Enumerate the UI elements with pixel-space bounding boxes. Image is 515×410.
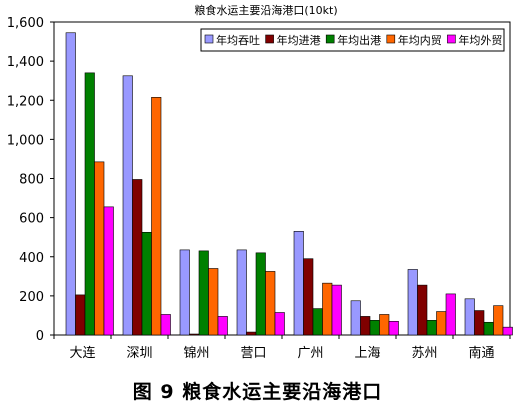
bar (388, 321, 399, 336)
x-category-label: 上海 (354, 346, 380, 361)
bar (426, 320, 437, 336)
x-axis: 大连 深圳 锦州 营口 广州 上海 苏州 南通 (53, 335, 511, 361)
plot-frame (53, 21, 511, 336)
legend: 年均吞吐 年均进港 年均出港 年均内贸 年均外贸 (200, 28, 505, 52)
bar (274, 312, 285, 336)
bar (502, 326, 513, 336)
plot-area (53, 21, 511, 336)
y-tick-label: 400 (19, 251, 44, 266)
bar (379, 314, 390, 336)
legend-swatch (325, 34, 335, 44)
bar (132, 179, 143, 336)
bar (464, 298, 475, 336)
x-category-label: 深圳 (126, 346, 152, 361)
x-category-label: 南通 (468, 345, 494, 361)
bar (103, 206, 114, 336)
legend-swatch (447, 34, 456, 44)
bars (65, 32, 513, 336)
y-axis: 0 200 400 600 800 1,000 1,200 1,400 1,600 (7, 16, 54, 344)
bar (189, 333, 200, 336)
bar (303, 258, 314, 336)
bar (436, 311, 447, 336)
bar (445, 293, 456, 336)
bar (94, 161, 105, 336)
y-tick-label: 0 (36, 329, 44, 344)
y-tick-label: 800 (19, 173, 44, 188)
legend-swatch (265, 34, 274, 44)
bar (322, 282, 333, 336)
bar (331, 284, 342, 336)
chart-title: 粮食水运主要沿海港口(10kt) (194, 3, 337, 17)
bar (483, 321, 494, 336)
bar (75, 294, 86, 336)
bar (84, 72, 95, 336)
bar (141, 231, 152, 336)
x-category-label: 大连 (69, 345, 95, 361)
bar (160, 314, 171, 336)
figure-caption: 图 9 粮食水运主要沿海港口 (132, 381, 383, 403)
bar (236, 249, 247, 336)
bar (369, 320, 380, 336)
bar (151, 97, 162, 336)
legend-label: 年均出港 (337, 33, 381, 47)
bar (122, 75, 133, 336)
bar (246, 331, 257, 336)
bar (198, 250, 209, 336)
x-category-label: 苏州 (411, 345, 437, 361)
bar (208, 268, 219, 336)
legend-label: 年均外贸 (458, 33, 502, 47)
bar (217, 316, 228, 336)
y-tick-label: 1,200 (7, 94, 44, 109)
bar (255, 252, 266, 336)
x-category-label: 广州 (297, 346, 323, 361)
y-tick-label: 1,400 (7, 55, 44, 70)
legend-swatch (386, 34, 396, 44)
bar (474, 310, 485, 336)
bar (293, 231, 304, 336)
legend-box (200, 28, 505, 52)
y-tick-label: 1,600 (7, 16, 44, 31)
bar (493, 305, 504, 336)
bar (65, 32, 76, 336)
x-category-label: 营口 (240, 346, 266, 361)
legend-label: 年均吞吐 (216, 33, 260, 47)
legend-label: 年均进港 (277, 33, 321, 47)
y-tick-label: 600 (19, 212, 44, 227)
bar (265, 271, 276, 336)
bar (350, 300, 361, 336)
chart: 粮食水运主要沿海港口(10kt) 0 200 400 600 800 1,000 1,200… (7, 3, 513, 361)
bar (360, 316, 371, 336)
legend-label: 年均内贸 (398, 33, 442, 47)
y-tick-label: 200 (19, 290, 44, 305)
y-tick-label: 1,000 (7, 133, 44, 148)
bar (179, 249, 190, 336)
bar (312, 308, 323, 336)
bar (407, 269, 418, 336)
legend-swatch (204, 34, 214, 44)
bar (417, 284, 428, 336)
x-category-label: 锦州 (183, 346, 209, 361)
